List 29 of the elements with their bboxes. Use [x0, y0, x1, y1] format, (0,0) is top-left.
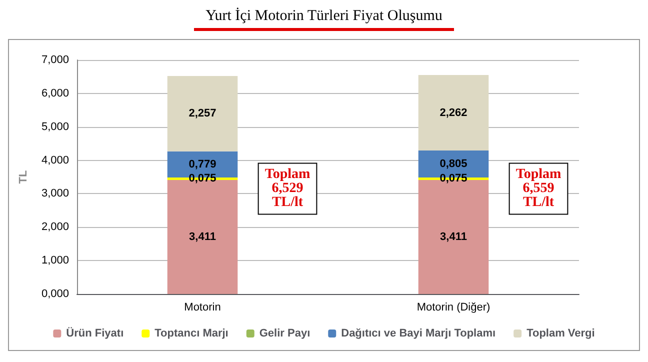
- data-label: 2,257: [188, 108, 216, 120]
- chart-title: Yurt İçi Motorin Türleri Fiyat Oluşumu: [194, 8, 454, 31]
- data-label: 2,262: [440, 106, 468, 119]
- bar: [167, 76, 238, 152]
- y-tick-label: 2,000: [41, 221, 69, 234]
- y-tick-label: 1,000: [41, 254, 69, 267]
- data-label: 0,075: [440, 172, 468, 185]
- legend-label: Ürün Fiyatı: [66, 326, 124, 340]
- annotation: Toplam 6,529 TL/lt: [264, 167, 311, 210]
- data-label: 0,779: [188, 158, 216, 170]
- y-tick-label: 4,000: [41, 154, 69, 166]
- legend-label: Toplam Vergi: [526, 328, 595, 340]
- y-tick-label: 7,000: [41, 54, 69, 66]
- data-label: 0,805: [440, 158, 468, 170]
- annotation: Toplam 6,559 TL/lt: [516, 167, 562, 210]
- y-axis-title: TL: [18, 170, 30, 184]
- legend-label: Gelir Payı: [259, 328, 310, 340]
- bar: [418, 74, 489, 151]
- data-label: 3,411: [440, 230, 467, 243]
- y-tick-label: 6,000: [41, 87, 69, 100]
- data-label: 0,075: [188, 172, 216, 185]
- x-tick-label: Motorin (Diğer): [416, 302, 490, 314]
- x-tick-label: Motorin: [184, 302, 221, 314]
- legend-label: Dağıtıcı ve Bayi Marjı Toplamı: [341, 328, 496, 340]
- y-tick-label: 3,000: [41, 188, 69, 200]
- data-label: 3,411: [189, 230, 216, 243]
- y-tick-label: 0,000: [41, 288, 69, 300]
- legend-label: Toptancı Marjı: [154, 328, 228, 340]
- y-tick-label: 5,000: [41, 120, 69, 133]
